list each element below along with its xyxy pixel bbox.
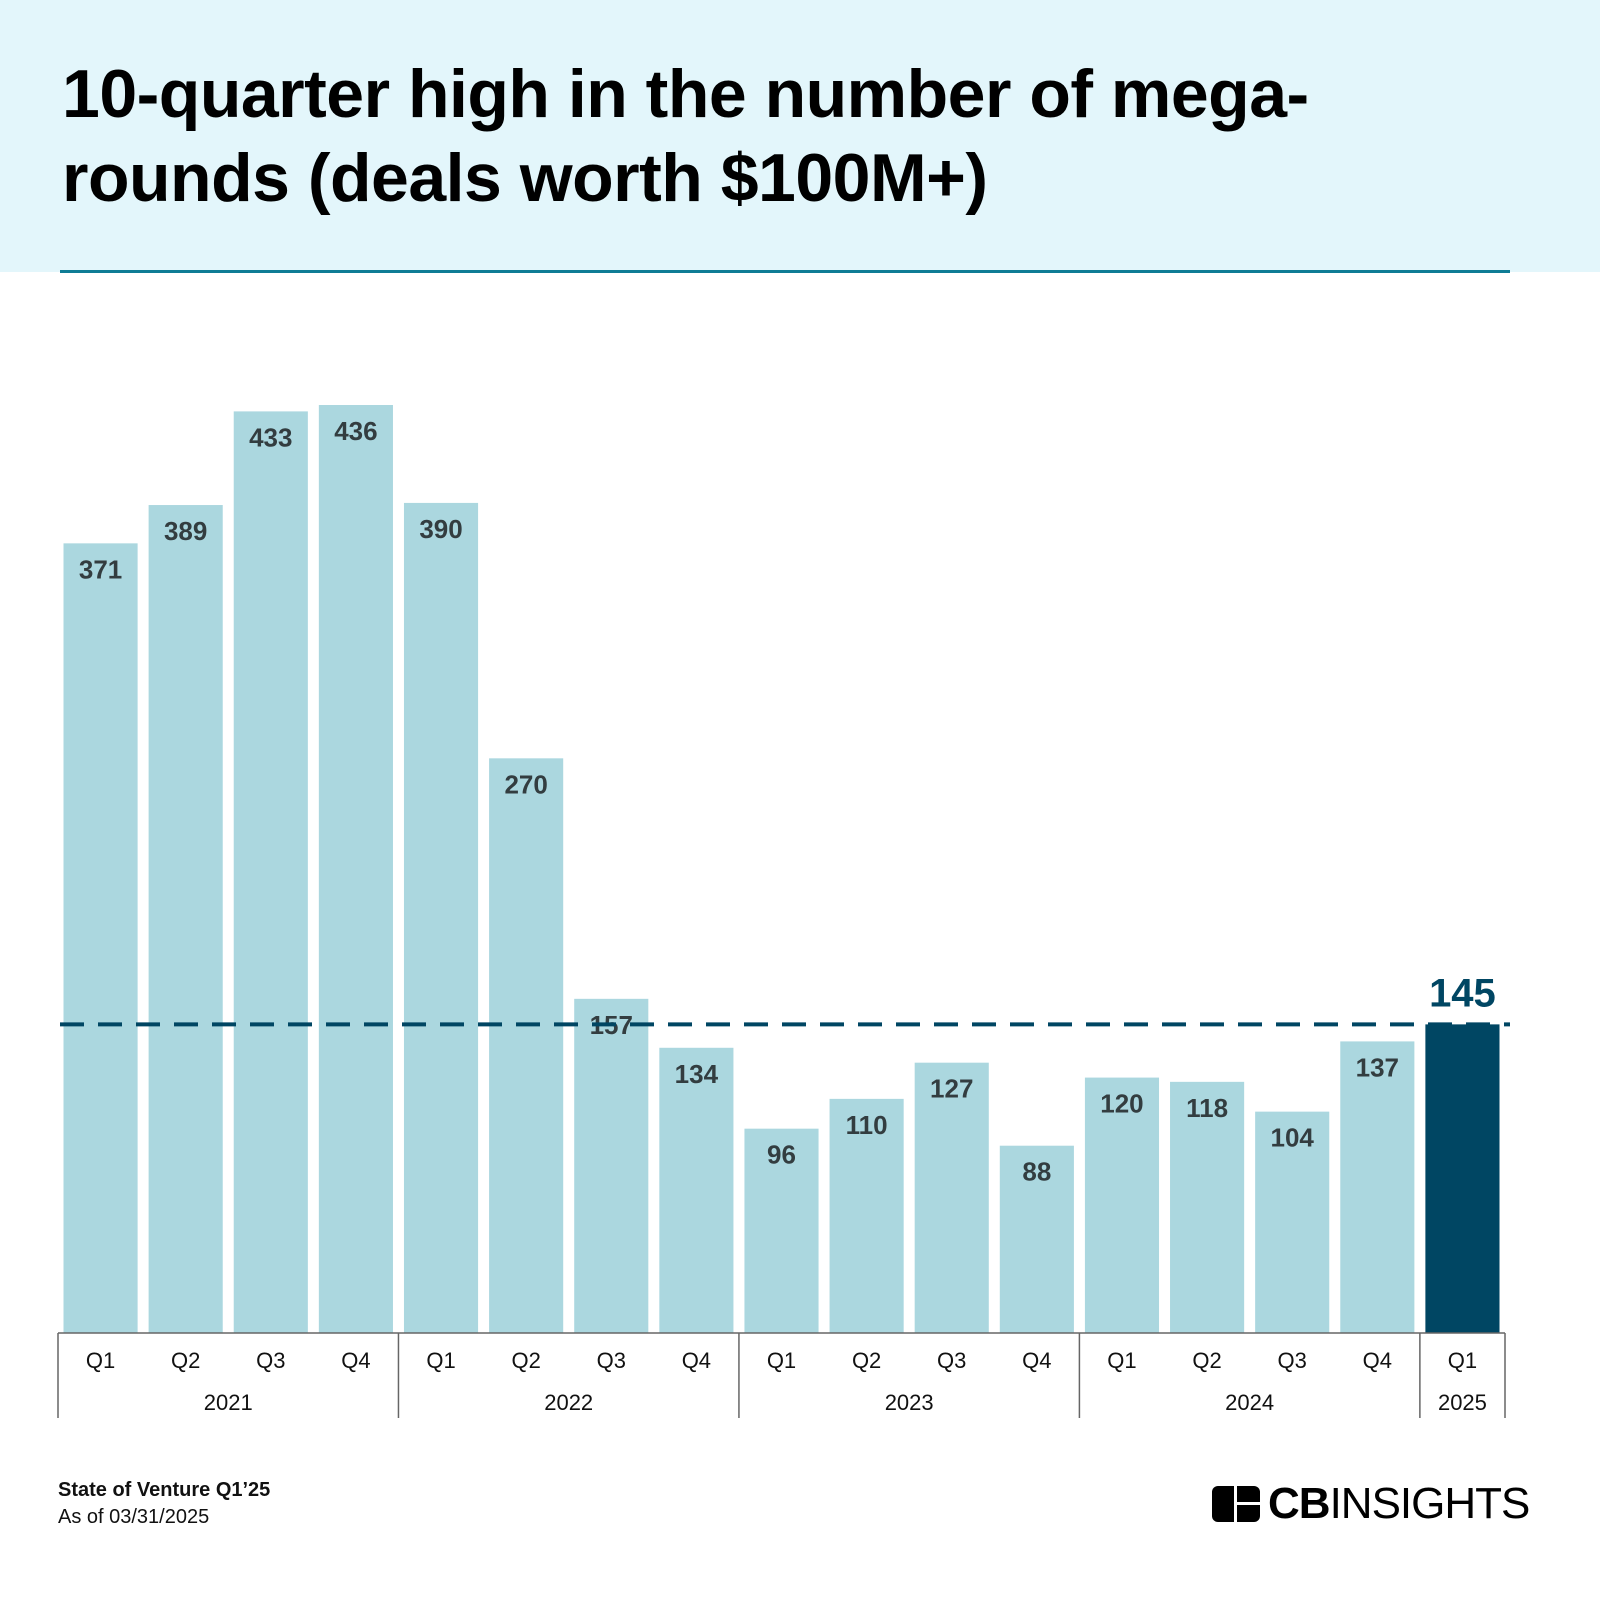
bar — [829, 1098, 904, 1333]
footer-date: As of 03/31/2025 — [58, 1506, 210, 1528]
data-label: 127 — [930, 1074, 973, 1104]
data-label: 390 — [419, 514, 462, 544]
logo-cb: CB — [1268, 1479, 1331, 1528]
year-label: 2024 — [1225, 1390, 1274, 1415]
x-tick-label: Q1 — [767, 1348, 796, 1373]
x-tick-label: Q4 — [1363, 1348, 1392, 1373]
bar — [1340, 1041, 1415, 1333]
title-divider — [60, 270, 1510, 273]
data-label: 120 — [1100, 1089, 1143, 1119]
x-tick-label: Q3 — [256, 1348, 285, 1373]
chart-title: 10-quarter high in the number of mega-ro… — [62, 56, 1309, 216]
cb-logo-mark-icon — [1212, 1486, 1260, 1522]
bar — [1170, 1081, 1245, 1333]
bar — [233, 411, 308, 1333]
year-label: 2021 — [204, 1390, 253, 1415]
data-label: 137 — [1356, 1052, 1399, 1082]
x-tick-label: Q4 — [682, 1348, 711, 1373]
bar — [1084, 1077, 1160, 1333]
x-tick-label: Q3 — [597, 1348, 626, 1373]
cb-insights-logo: CBINSIGHTS — [1212, 1482, 1530, 1526]
data-label: 110 — [846, 1110, 888, 1140]
bar — [574, 998, 649, 1333]
data-label-highlight: 145 — [1429, 971, 1496, 1015]
bar — [1425, 1024, 1500, 1333]
bar — [489, 758, 564, 1333]
data-label: 433 — [249, 422, 292, 452]
x-tick-label: Q1 — [86, 1348, 115, 1373]
bar — [914, 1062, 989, 1333]
data-label: 96 — [767, 1140, 796, 1170]
x-tick-label: Q4 — [341, 1348, 370, 1373]
x-tick-label: Q4 — [1022, 1348, 1051, 1373]
bar — [63, 543, 138, 1333]
data-label: 436 — [334, 416, 377, 446]
bar — [744, 1128, 819, 1333]
data-label: 389 — [164, 516, 207, 546]
data-label: 104 — [1271, 1123, 1315, 1153]
x-tick-label: Q1 — [1448, 1348, 1477, 1373]
data-label: 134 — [675, 1059, 719, 1089]
x-tick-label: Q1 — [1107, 1348, 1136, 1373]
bar — [318, 405, 393, 1333]
data-label: 371 — [79, 554, 122, 584]
year-label: 2023 — [885, 1390, 934, 1415]
data-label: 270 — [504, 769, 547, 799]
footer-source: State of Venture Q1’25 — [58, 1479, 271, 1501]
data-label: 88 — [1022, 1157, 1051, 1187]
bar — [659, 1047, 734, 1333]
year-label: 2025 — [1438, 1390, 1487, 1415]
x-tick-label: Q2 — [511, 1348, 540, 1373]
bar — [403, 502, 479, 1333]
header-band — [0, 0, 1600, 272]
bar — [1255, 1111, 1330, 1333]
x-tick-label: Q2 — [852, 1348, 881, 1373]
x-tick-label: Q1 — [426, 1348, 455, 1373]
bar — [999, 1145, 1074, 1333]
data-label: 118 — [1186, 1093, 1228, 1123]
bar — [148, 505, 223, 1333]
x-tick-label: Q3 — [1278, 1348, 1307, 1373]
year-label: 2022 — [544, 1390, 593, 1415]
x-tick-label: Q2 — [171, 1348, 200, 1373]
x-tick-label: Q2 — [1192, 1348, 1221, 1373]
x-tick-label: Q3 — [937, 1348, 966, 1373]
logo-insights: INSIGHTS — [1329, 1479, 1531, 1528]
bar-chart: 371Q1389Q2433Q3436Q4390Q1270Q2157Q3134Q4… — [57, 405, 1510, 1418]
